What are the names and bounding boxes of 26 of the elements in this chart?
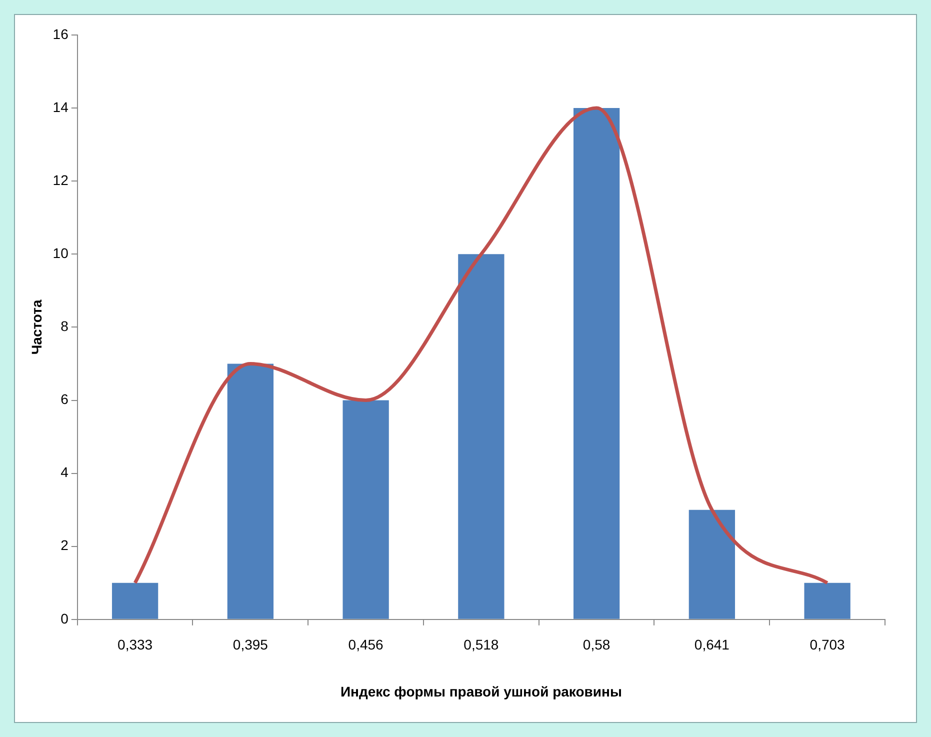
- bar: [342, 400, 389, 619]
- x-axis-title: Индекс формы правой ушной раковины: [340, 683, 622, 700]
- y-tick-label: 0: [60, 610, 69, 626]
- x-tick-label: 0,456: [348, 636, 384, 653]
- bar: [573, 108, 620, 619]
- x-tick-label: 0,395: [232, 636, 268, 653]
- y-tick-label: 10: [52, 245, 69, 262]
- y-tick-label: 12: [52, 172, 69, 188]
- bar: [112, 582, 158, 619]
- x-tick-label: 0,703: [810, 636, 846, 653]
- bar: [804, 582, 850, 619]
- bar: [458, 254, 504, 619]
- y-tick-label: 4: [60, 464, 69, 480]
- bar: [688, 510, 736, 619]
- bar: [227, 364, 274, 619]
- x-tick-label: 0,518: [464, 636, 499, 653]
- y-tick-label: 14: [52, 98, 69, 115]
- x-tick-label: 0,58: [582, 636, 610, 653]
- x-tick-label: 0,641: [694, 636, 730, 653]
- y-tick-label: 2: [60, 537, 69, 554]
- x-tick-label: 0,333: [118, 636, 153, 653]
- y-tick-label: 8: [60, 318, 69, 334]
- y-tick-label: 16: [52, 26, 69, 42]
- y-tick-label: 6: [60, 391, 69, 408]
- line-series: [133, 106, 830, 585]
- y-axis-title: Частота: [28, 300, 44, 355]
